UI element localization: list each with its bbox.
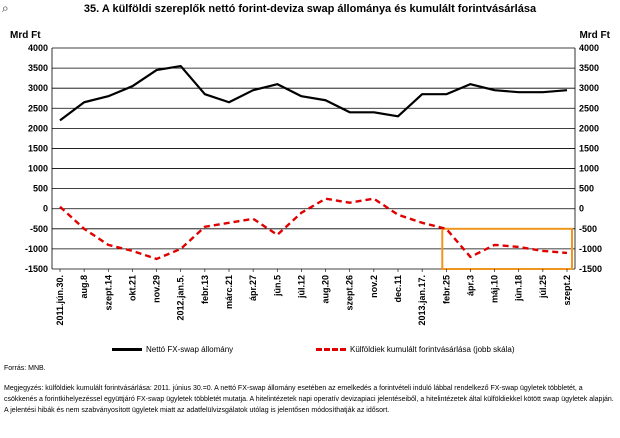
y-tick-label-right: 4000 <box>579 43 599 53</box>
y-tick-label-left: 2000 <box>28 123 48 133</box>
y-tick-label-left: 4000 <box>28 43 48 53</box>
y-tick-label-right: 1000 <box>579 164 599 174</box>
y-tick-label-right: 1500 <box>579 143 599 153</box>
chart-canvas: 4000 3500 3000 2500 2000 1500 1000 500 0 -500 -100… <box>25 43 602 326</box>
y-tick-label-right: -1500 <box>579 264 602 274</box>
legend-label-swap: Nettó FX-swap állomány <box>146 345 234 354</box>
y-tick-label-left: -1500 <box>25 264 48 274</box>
legend-item-swap: Nettó FX-swap állomány <box>112 345 233 354</box>
series-line-forint <box>59 197 568 261</box>
y-tick-label-left: 500 <box>33 184 48 194</box>
x-tick-label: ápr.3 <box>465 275 475 296</box>
right-y-axis: 4000 3500 3000 2500 2000 1500 1000 500 0 -500 -100… <box>579 43 602 274</box>
y-tick-label-right: 0 <box>579 204 584 214</box>
x-tick-label: szept.2 <box>562 275 572 306</box>
x-tick-label: ápr.27 <box>248 275 258 301</box>
x-tick-label: 2011.jún.30. <box>55 275 65 326</box>
y-tick-label-left: -1000 <box>25 244 48 254</box>
x-tick-label: márc.21 <box>224 275 234 309</box>
chart-title: 35. A külföldi szereplők nettó forint-de… <box>83 3 537 15</box>
y-tick-label-left: 3500 <box>28 63 48 73</box>
y-tick-label-right: 2500 <box>579 103 599 113</box>
x-tick-label: aug.8 <box>79 275 89 299</box>
footnote: Megjegyzés: külföldiek kumulált forintvá… <box>4 385 614 414</box>
legend-item-forint: Külföldiek kumulált forintvásárlása (job… <box>316 345 515 354</box>
right-axis-unit: Mrd Ft <box>579 30 610 41</box>
x-tick-label: aug.20 <box>321 275 331 304</box>
left-y-axis: 4000 3500 3000 2500 2000 1500 1000 500 0 -500 -100… <box>25 43 48 274</box>
x-tick-label: nov.29 <box>152 275 162 303</box>
y-tick-label-left: 1000 <box>28 164 48 174</box>
x-tick-label: okt.21 <box>127 275 137 301</box>
y-tick-label-right: -1000 <box>579 244 602 254</box>
y-tick-label-right: -500 <box>579 224 597 234</box>
x-tick-label: nov.2 <box>369 275 379 298</box>
y-tick-label-left: 1500 <box>28 143 48 153</box>
source-note: Forrás: MNB. <box>4 365 46 372</box>
legend-swatch-dashed <box>316 348 346 352</box>
x-tick-label: febr.13 <box>200 275 210 304</box>
y-tick-label-left: 0 <box>43 204 48 214</box>
y-tick-label-left: 2500 <box>28 103 48 113</box>
x-tick-label: júl.25 <box>538 275 548 299</box>
legend-label-forint: Külföldiek kumulált forintvásárlása (job… <box>350 345 515 354</box>
series-line-swap <box>59 64 568 122</box>
y-tick-label-right: 3000 <box>579 83 599 93</box>
y-tick-label-left: 3000 <box>28 83 48 93</box>
left-axis-unit: Mrd Ft <box>10 30 41 41</box>
y-tick-label-right: 500 <box>579 184 594 194</box>
x-tick-label: jún.18 <box>514 275 524 302</box>
highlight-rect <box>441 227 573 270</box>
x-tick-label: júl.12 <box>296 275 306 299</box>
x-tick-label: máj.10 <box>490 275 500 303</box>
x-tick-label: szept.14 <box>103 275 113 311</box>
x-tick-label: jún.5 <box>272 275 282 297</box>
x-tick-label: szept.26 <box>345 275 355 311</box>
grid-lines <box>51 47 576 270</box>
x-tick-label: dec.11 <box>393 275 403 303</box>
y-tick-label-right: 3500 <box>579 63 599 73</box>
x-tick-label: 2012.jan.5. <box>176 275 186 321</box>
magnifier-icon[interactable]: ⌕ <box>2 1 9 15</box>
y-tick-label-left: -500 <box>30 224 48 234</box>
x-tick-label: febr.25 <box>441 275 451 304</box>
legend-swatch-solid <box>112 348 142 352</box>
highlight-box <box>441 227 573 270</box>
x-tick-label: 2013.jan.17. <box>417 275 427 326</box>
series-lines <box>59 64 568 261</box>
x-axis: 2011.jún.30. aug.8 szept.14 okt.21 nov.29 201… <box>55 269 572 326</box>
y-tick-label-right: 2000 <box>579 123 599 133</box>
legend: Nettó FX-swap állomány Külföldiek kumulá… <box>0 345 620 359</box>
